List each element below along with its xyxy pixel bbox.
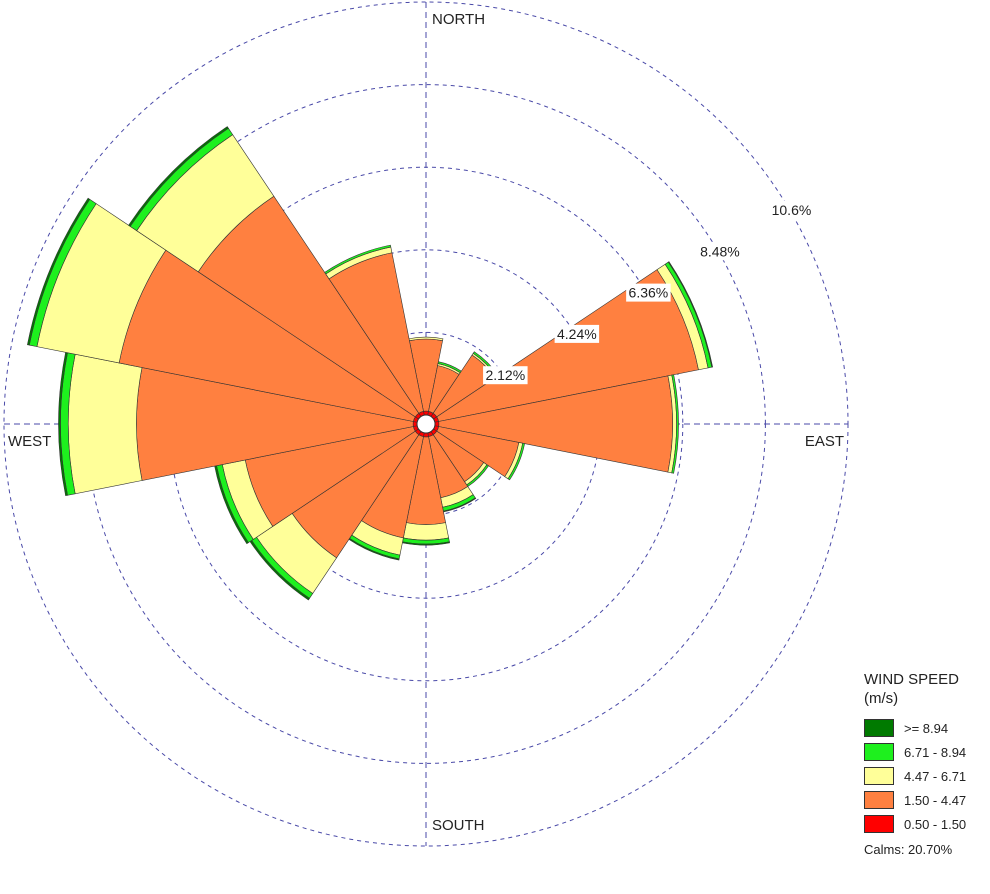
petal-e-speed-3 xyxy=(671,374,679,474)
ring-label-bg xyxy=(697,242,743,261)
legend-label: 0.50 - 1.50 xyxy=(904,816,967,832)
north-label: NORTH xyxy=(432,11,485,28)
petal-w-speed-2 xyxy=(68,353,143,495)
ring-label-bg xyxy=(626,283,671,302)
ring-label-text: 2.12% xyxy=(485,367,525,383)
petal-ese-speed-3 xyxy=(507,442,525,481)
legend-swatch xyxy=(864,791,894,809)
legend-label: 6.71 - 8.94 xyxy=(904,744,967,760)
calms-label: Calms: 20.70% xyxy=(864,842,953,857)
legend-item: 6.71 - 8.94 xyxy=(864,740,990,764)
ring-label-5: 10.6% xyxy=(769,201,814,219)
legend-swatch xyxy=(864,767,894,785)
ring-label-text: 10.6% xyxy=(772,202,812,218)
ring-label-3: 6.36% xyxy=(626,283,671,302)
legend-label: 4.47 - 6.71 xyxy=(904,768,967,784)
legend-swatch xyxy=(864,719,894,737)
calm-circle xyxy=(416,414,436,434)
wind-petals xyxy=(27,126,713,601)
legend-item: 4.47 - 6.71 xyxy=(864,764,990,788)
petal-nw-speed-4 xyxy=(128,126,229,227)
east-label: EAST xyxy=(805,433,844,450)
petal-ene-speed-4 xyxy=(667,261,713,368)
legend-swatch xyxy=(864,815,894,833)
legend-items: >= 8.94 6.71 - 8.94 4.47 - 6.71 1.50 - 4.47… xyxy=(864,716,990,836)
ring-label-text: 6.36% xyxy=(629,285,669,301)
legend-label: 1.50 - 4.47 xyxy=(904,792,967,808)
legend: WIND SPEED (m/s) >= 8.94 6.71 - 8.94 4.47 … xyxy=(864,670,990,857)
ring-labels: 2.12% 4.24% 6.36% 8.48% 10.6% xyxy=(483,201,814,385)
legend-item: 1.50 - 4.47 xyxy=(864,788,990,812)
ring-label-2: 4.24% xyxy=(554,324,600,343)
ring-label-1: 2.12% xyxy=(483,366,528,385)
ring-label-bg xyxy=(483,366,528,385)
west-label: WEST xyxy=(8,433,51,450)
ring-label-bg xyxy=(769,201,814,219)
ring-label-text: 4.24% xyxy=(557,326,597,342)
ring-label-4: 8.48% xyxy=(697,242,743,261)
legend-item: >= 8.94 xyxy=(864,716,990,740)
petal-s-speed-2 xyxy=(402,522,450,541)
legend-item: 0.50 - 1.50 xyxy=(864,812,990,836)
ring-label-bg xyxy=(554,324,600,343)
petal-wnw-speed-4 xyxy=(27,197,91,346)
legend-swatch xyxy=(864,743,894,761)
south-label: SOUTH xyxy=(432,817,485,834)
petal-nnw-speed-3 xyxy=(324,244,392,275)
petal-n-speed-2 xyxy=(408,336,444,342)
ring-label-text: 8.48% xyxy=(700,243,740,259)
legend-label: >= 8.94 xyxy=(904,720,949,736)
legend-title: WIND SPEED xyxy=(864,671,960,688)
legend-unit: (m/s) xyxy=(864,690,899,707)
